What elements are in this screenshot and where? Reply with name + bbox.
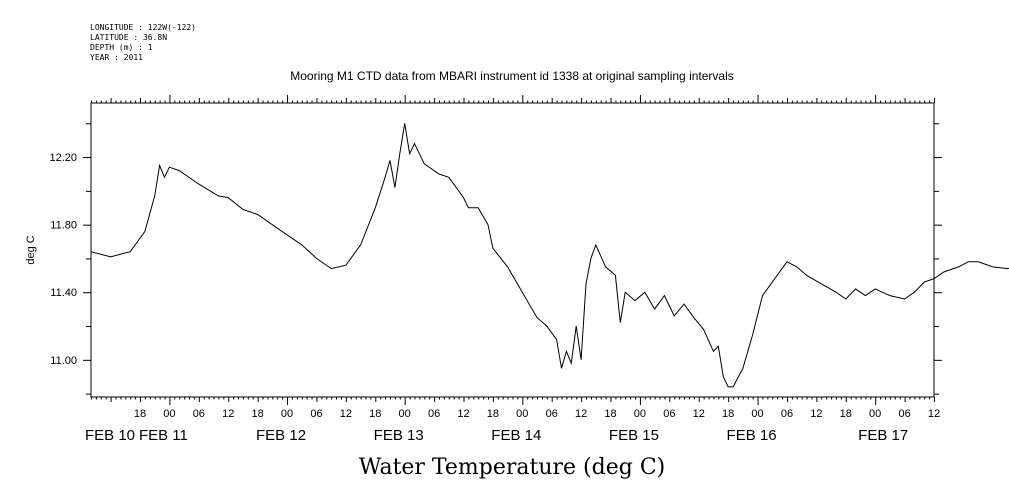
y-tick-label: 11.00	[50, 355, 77, 367]
x-tick-label: 18	[252, 408, 264, 420]
x-tick-label: 00	[751, 408, 763, 420]
x-day-label: FEB 10	[85, 427, 135, 444]
x-tick-label: 18	[487, 408, 499, 420]
x-tick-label: 12	[457, 408, 469, 420]
x-tick-label: 18	[722, 408, 734, 420]
x-tick-label: 18	[369, 408, 381, 420]
x-tick-label: 00	[516, 408, 528, 420]
x-tick-label: 06	[193, 408, 205, 420]
x-tick-label: 06	[546, 408, 558, 420]
x-day-label: FEB 17	[858, 427, 908, 444]
longitude-text: LONGITUDE : 122W(-122)	[90, 23, 196, 32]
y-tick-label: 12.20	[49, 152, 77, 164]
x-tick-label: 06	[663, 408, 675, 420]
x-tick-label: 18	[604, 408, 616, 420]
x-tick-label: 12	[810, 408, 822, 420]
plot-frame	[90, 102, 935, 398]
x-tick-label: 12	[222, 408, 234, 420]
x-tick-label: 18	[134, 408, 146, 420]
x-day-label: FEB 16	[727, 427, 777, 444]
x-tick-label: 00	[399, 408, 411, 420]
x-axis-ticks: 18 00 06 12 18 00 06 12 18 00 06 12 18 00 06 12 18 00 06 12…	[85, 95, 940, 444]
x-day-label: FEB 15	[609, 427, 659, 444]
latitude-text: LATITUDE : 36.8N	[90, 33, 167, 42]
x-tick-label: 00	[634, 408, 646, 420]
x-axis-label: Water Temperature (deg C)	[359, 455, 666, 480]
x-tick-label: 18	[840, 408, 852, 420]
x-tick-label: 12	[928, 408, 940, 420]
x-day-label: FEB 11	[139, 427, 188, 444]
x-tick-label: 12	[575, 408, 587, 420]
x-tick-label: 00	[869, 408, 881, 420]
y-axis-label: deg C	[25, 235, 37, 264]
x-tick-label: 00	[163, 408, 175, 420]
x-tick-label: 12	[693, 408, 705, 420]
y-tick-label: 11.40	[50, 287, 77, 299]
chart-title: Mooring M1 CTD data from MBARI instrumen…	[290, 69, 734, 83]
temperature-series-line	[90, 123, 1009, 388]
x-day-label: FEB 13	[374, 427, 424, 444]
x-tick-label: 06	[781, 408, 793, 420]
metadata-block: LONGITUDE : 122W(-122) LATITUDE : 36.8N …	[90, 23, 196, 62]
y-tick-label: 11.80	[50, 220, 77, 232]
x-tick-label: 06	[428, 408, 440, 420]
x-tick-label: 12	[340, 408, 352, 420]
depth-text: DEPTH (m) : 1	[90, 43, 153, 52]
x-tick-label: 06	[310, 408, 322, 420]
x-day-label: FEB 12	[256, 427, 306, 444]
year-text: YEAR : 2011	[90, 53, 143, 62]
x-tick-label: 06	[898, 408, 910, 420]
x-day-label: FEB 14	[491, 427, 541, 444]
x-tick-label: 00	[281, 408, 293, 420]
y-axis-ticks: 11.00 11.40 11.80 12.20	[49, 123, 942, 395]
